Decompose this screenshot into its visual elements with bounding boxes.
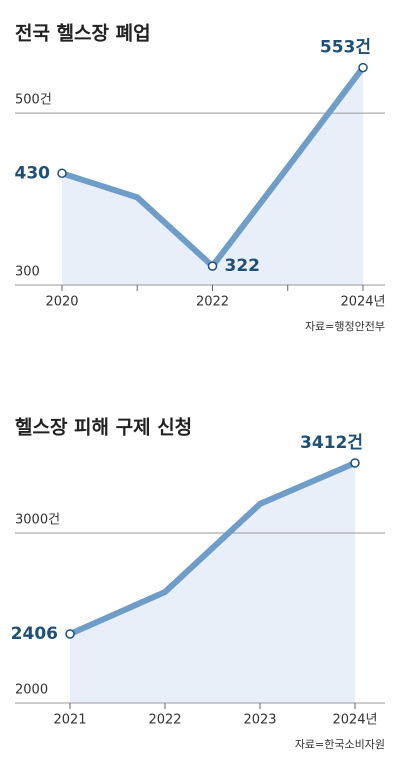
point [358, 62, 368, 73]
x-tick-label: 2022 [196, 295, 229, 310]
value-label: 553건 [320, 38, 371, 58]
value-label: 322 [225, 256, 261, 276]
x-tick-label: 2020 [45, 295, 78, 310]
point [350, 458, 360, 468]
y-tick-label: 3000건 [15, 513, 60, 528]
point [207, 261, 218, 271]
chart-title: 헬스장 피해 구제 신청 [15, 417, 192, 439]
value-label: 430 [15, 163, 51, 183]
x-tick-label: 2024년 [340, 295, 385, 310]
y-tick-label: 300 [15, 265, 40, 280]
value-label: 3412건 [300, 433, 363, 453]
area [70, 462, 355, 703]
x-tick-label: 2021 [53, 713, 86, 728]
source: 자료=한국소비자원 [295, 738, 385, 751]
line [67, 459, 358, 637]
x-tick-label: 2023 [243, 713, 276, 728]
y-tick-label: 2000 [15, 683, 48, 698]
x-tick-label: 2024년 [332, 713, 377, 728]
y-tick-label: 500건 [15, 93, 52, 108]
area [62, 67, 363, 285]
source: 자료=행정안전부 [305, 320, 385, 333]
value-label: 2406 [11, 624, 58, 644]
point [65, 629, 75, 639]
point [57, 168, 67, 179]
x-tick-label: 2022 [148, 713, 181, 728]
chart-title: 전국 헬스장 폐업 [15, 23, 151, 45]
